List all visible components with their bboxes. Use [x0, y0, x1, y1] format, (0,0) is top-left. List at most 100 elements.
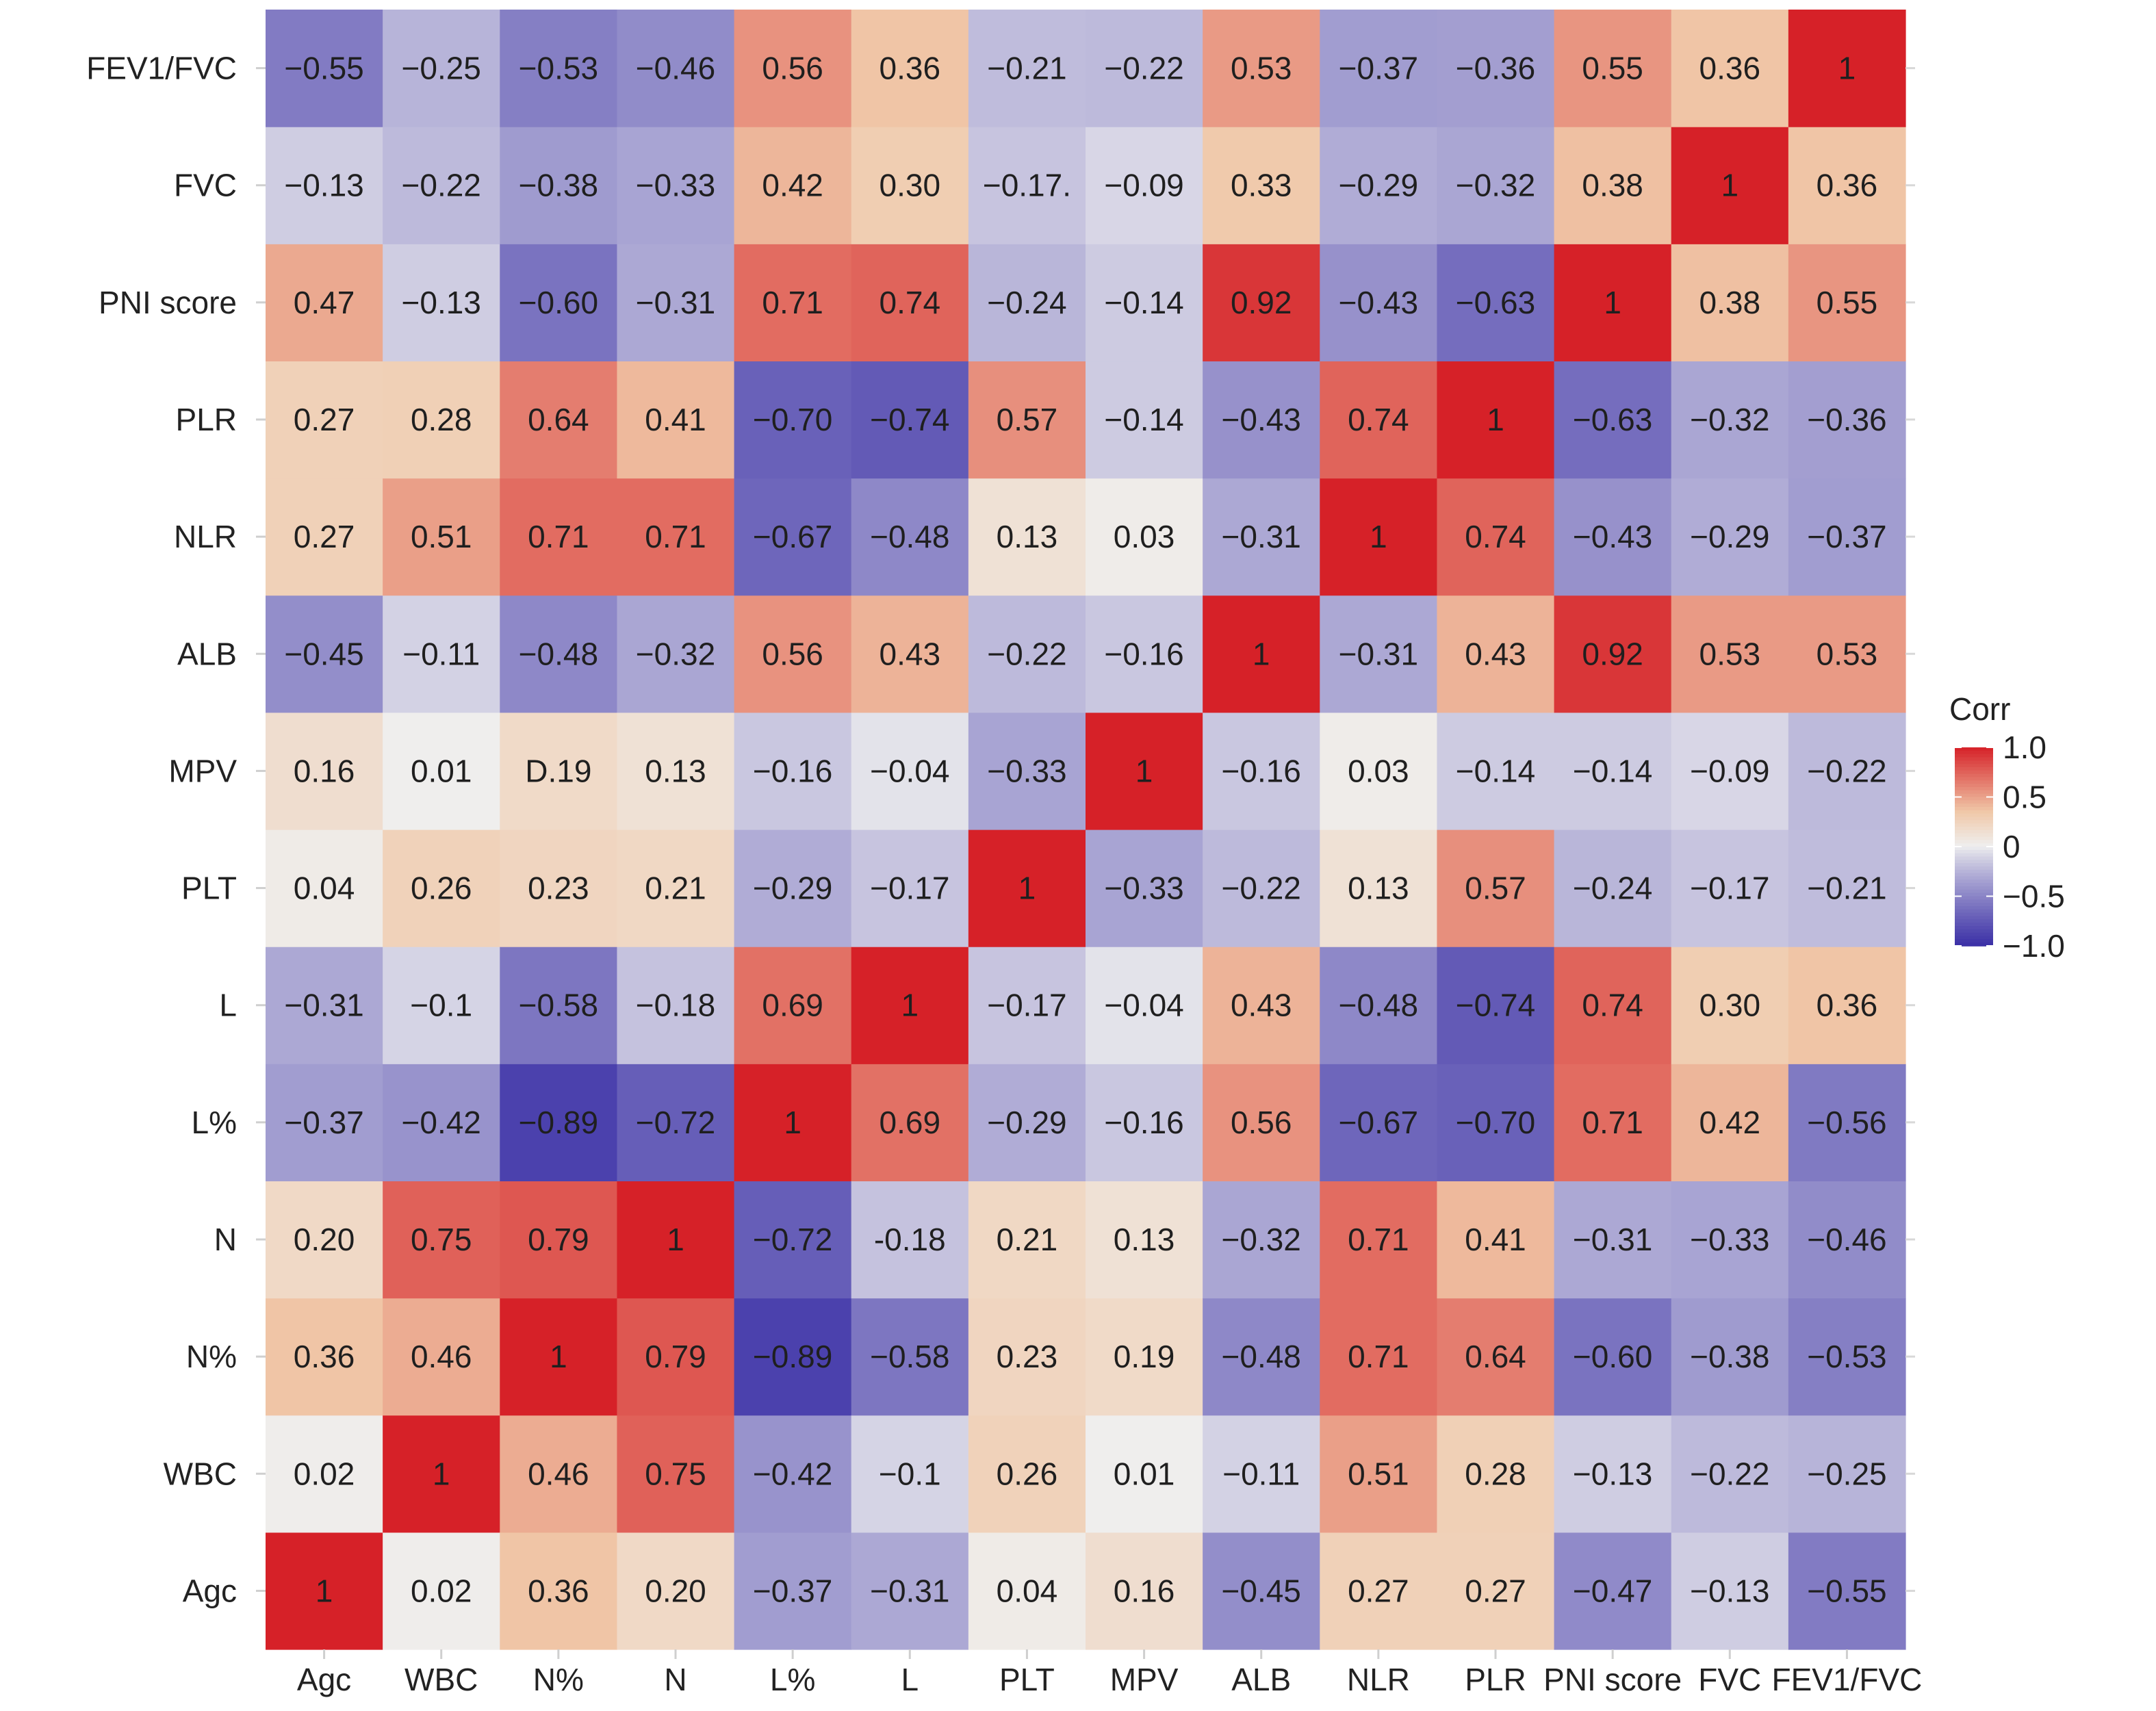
- legend-color-step: [1955, 899, 1993, 903]
- cell-value-label: 0.56: [1231, 1105, 1292, 1140]
- cell-value-label: 0.92: [1231, 285, 1292, 320]
- cell-value-label: −0.04: [870, 753, 949, 788]
- cell-value-label: 0.36: [1817, 988, 1878, 1023]
- cell-value-label: 0.53: [1817, 636, 1878, 671]
- legend-color-step: [1955, 827, 1993, 831]
- heatmap-cell-Agc-PNI score: [266, 244, 383, 362]
- heatmap-cell-FEV1/FVC-PNI score: [1788, 244, 1906, 362]
- cell-value-label: −0.11: [402, 636, 480, 671]
- legend-color-step: [1955, 923, 1993, 927]
- cell-value-label: 0.03: [1348, 753, 1409, 788]
- heatmap-cell-FEV1/FVC-PLT: [1788, 829, 1906, 947]
- cell-value-label: 0.71: [1582, 1105, 1643, 1140]
- heatmap-cell-MPV-PNI score: [1086, 244, 1203, 362]
- heatmap-cell-PLR-Agc: [1437, 1532, 1555, 1650]
- heatmap-cell-ALB-PLR: [1203, 361, 1320, 479]
- cell-value-label: −0.42: [402, 1105, 481, 1140]
- legend-color-step: [1955, 932, 1993, 937]
- color-legend: Corr 1.0 0.5 0 −0.5 −1.0: [1949, 691, 2065, 964]
- legend-tick-label: −0.5: [2003, 879, 2065, 914]
- heatmap-cell-N-ALB: [617, 595, 735, 713]
- legend-color-step: [1955, 764, 1993, 768]
- cell-value-label: −0.09: [1690, 753, 1769, 788]
- heatmap-cell-L-WBC: [851, 1415, 969, 1533]
- cell-value-label: 0.03: [1114, 519, 1175, 554]
- heatmap-cell-WBC-WBC: [383, 1415, 500, 1533]
- heatmap-cell-N%-L: [500, 947, 618, 1064]
- cell-value-label: 0.13: [1114, 1222, 1175, 1257]
- cell-value-label: −0.13: [402, 285, 481, 320]
- cell-value-label: 0.74: [1348, 402, 1409, 437]
- cell-value-label: 0.38: [1582, 168, 1643, 203]
- legend-color-step: [1955, 879, 1993, 884]
- cell-value-label: 1: [1135, 753, 1153, 788]
- heatmap-cell-L-N%: [851, 1298, 969, 1416]
- legend-color-step: [1955, 797, 1993, 801]
- heatmap-cell-NLR-L%: [1320, 1064, 1438, 1182]
- heatmap-cell-PNI score-L: [1554, 947, 1672, 1064]
- cell-value-label: −0.67: [1339, 1105, 1418, 1140]
- x-axis-label: PLT: [999, 1662, 1055, 1697]
- cell-value-label: −0.37: [284, 1105, 363, 1140]
- legend-color-step: [1955, 853, 1993, 858]
- legend-color-step: [1955, 873, 1993, 877]
- heatmap-cell-FEV1/FVC-Agc: [1788, 1532, 1906, 1650]
- heatmap-cell-N%-NLR: [500, 478, 618, 596]
- cell-value-label: 0.13: [645, 753, 706, 788]
- cell-value-label: −0.36: [1456, 51, 1535, 86]
- cell-value-label: 0.71: [645, 519, 706, 554]
- cell-value-label: 0.53: [1231, 51, 1292, 86]
- heatmap-cell-FVC-Agc: [1671, 1532, 1789, 1650]
- legend-color-step: [1955, 849, 1993, 854]
- heatmap-cell-MPV-NLR: [1086, 478, 1203, 596]
- legend-color-step: [1955, 942, 1993, 947]
- cell-value-label: −0.09: [1104, 168, 1183, 203]
- y-axis-label: L: [219, 988, 237, 1023]
- heatmap-cell-PNI score-NLR: [1554, 478, 1672, 596]
- heatmap-cell-PNI score-L%: [1554, 1064, 1672, 1182]
- heatmap-cell-L-FEV1/FVC: [851, 10, 969, 127]
- cell-value-label: −0.17: [987, 988, 1066, 1023]
- legend-color-step: [1955, 754, 1993, 758]
- cell-value-label: −0.16: [1104, 1105, 1183, 1140]
- y-axis-label: N%: [186, 1339, 237, 1374]
- heatmap-cell-PNI score-PLR: [1554, 361, 1672, 479]
- cell-value-label: 0.13: [1348, 871, 1409, 906]
- heatmap-cell-L-L%: [851, 1064, 969, 1182]
- legend-color-step: [1955, 810, 1993, 814]
- heatmap-cell-N-N%: [617, 1298, 735, 1416]
- heatmap-cell-NLR-ALB: [1320, 595, 1438, 713]
- cell-value-label: −0.45: [284, 636, 363, 671]
- heatmap-cell-FEV1/FVC-L: [1788, 947, 1906, 1064]
- cell-value-label: 1: [1721, 168, 1738, 203]
- y-axis-labels: Agc WBC N% N L% L PLT MPV ALB NLR PLR PNI score FVC F…: [86, 51, 1915, 1608]
- heatmap-cell-WBC-PLT: [383, 829, 500, 947]
- cell-value-label: 0.74: [1465, 519, 1526, 554]
- heatmap-cell-MPV-FEV1/FVC: [1086, 10, 1203, 127]
- heatmap-cell-PLT-L: [968, 947, 1086, 1064]
- cell-value-label: −0.16: [1104, 636, 1183, 671]
- cell-value-label: 0.26: [997, 1456, 1058, 1491]
- heatmap-cell-NLR-MPV: [1320, 712, 1438, 830]
- heatmap-cell-MPV-MPV: [1086, 712, 1203, 830]
- heatmap-cell-L-NLR: [851, 478, 969, 596]
- cell-value-label: -0.18: [874, 1222, 946, 1257]
- heatmap-cell-FEV1/FVC-FVC: [1788, 127, 1906, 244]
- cell-value-label: −0.17: [870, 871, 949, 906]
- heatmap-cell-N-Agc: [617, 1532, 735, 1650]
- cell-value-label: 0.71: [1348, 1339, 1409, 1374]
- legend-color-step: [1955, 860, 1993, 864]
- cell-value-label: 0.69: [762, 988, 823, 1023]
- heatmap-cell-N-L%: [617, 1064, 735, 1182]
- legend-color-step: [1955, 903, 1993, 907]
- heatmap-cell-N-FEV1/FVC: [617, 10, 735, 127]
- legend-tick-label: 0.5: [2003, 780, 2046, 815]
- heatmap-cell-L-FVC: [851, 127, 969, 244]
- cell-value-label: 0.43: [1231, 988, 1292, 1023]
- cell-value-label: 0.19: [1114, 1339, 1175, 1374]
- heatmap-cell-PLR-ALB: [1437, 595, 1555, 713]
- cell-value-label: 1: [316, 1573, 333, 1608]
- cell-value-label: 1: [1487, 402, 1504, 437]
- legend-color-step: [1955, 916, 1993, 921]
- legend-color-step: [1955, 829, 1993, 834]
